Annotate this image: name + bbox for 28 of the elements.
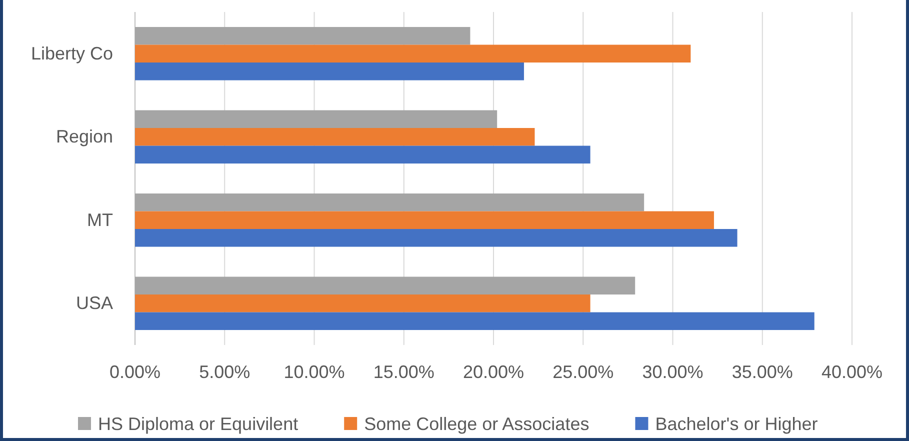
x-tick-label: 10.00% xyxy=(284,362,345,382)
bar xyxy=(135,62,524,80)
bar xyxy=(135,211,714,230)
bar xyxy=(135,229,738,247)
legend-label: HS Diploma or Equivilent xyxy=(98,414,298,434)
bar xyxy=(135,110,498,128)
x-tick-label: 30.00% xyxy=(642,362,704,382)
bar xyxy=(135,294,590,312)
x-tick-label: 0.00% xyxy=(109,362,161,382)
bar xyxy=(135,193,644,212)
x-tick-label: 25.00% xyxy=(552,362,614,382)
bar xyxy=(135,128,535,146)
legend-label: Some College or Associates xyxy=(364,414,590,434)
x-tick-label: 5.00% xyxy=(199,362,250,382)
bar xyxy=(135,146,590,164)
x-tick-label: 15.00% xyxy=(373,362,434,382)
y-tick-label: Region xyxy=(56,126,113,147)
bar xyxy=(135,44,691,63)
x-tick-label: 35.00% xyxy=(732,362,793,382)
y-tick-label: Liberty Co xyxy=(30,43,113,64)
legend-label: Bachelor's or Higher xyxy=(655,414,818,434)
y-tick-label: MT xyxy=(87,210,113,230)
x-tick-label: 40.00% xyxy=(821,362,883,382)
y-tick-label: USA xyxy=(76,293,113,314)
x-tick-label: 20.00% xyxy=(462,362,524,382)
bar xyxy=(135,26,470,45)
bar xyxy=(135,276,636,294)
bar xyxy=(135,312,814,330)
